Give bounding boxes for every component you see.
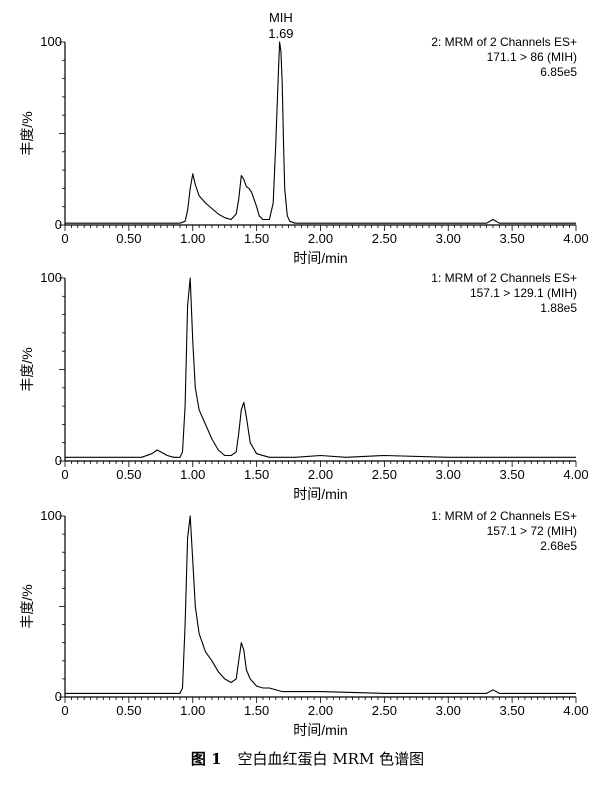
legend-line: 157.1 > 72 (MIH) bbox=[487, 524, 577, 538]
legend-line: 171.1 > 86 (MIH) bbox=[487, 50, 577, 64]
y-axis-label: 丰度/% bbox=[19, 347, 35, 391]
x-tick-label: 1.00 bbox=[180, 231, 205, 246]
x-axis-label: 时间/min bbox=[293, 250, 347, 266]
x-tick-label: 4.00 bbox=[563, 703, 588, 718]
peak-rt-label: 1.69 bbox=[268, 26, 293, 41]
x-tick-label: 2.50 bbox=[372, 703, 397, 718]
caption-label: 图 1 bbox=[190, 750, 222, 768]
x-tick-label: 0.50 bbox=[116, 231, 141, 246]
x-tick-label: 3.50 bbox=[499, 703, 524, 718]
x-tick-label: 1.50 bbox=[244, 231, 269, 246]
x-tick-label: 3.50 bbox=[499, 467, 524, 482]
x-tick-label: 4.00 bbox=[563, 231, 588, 246]
y-tick-label: 0 bbox=[55, 453, 62, 468]
x-tick-label: 0 bbox=[61, 467, 68, 482]
legend-line: 6.85e5 bbox=[540, 65, 577, 79]
x-tick-label: 0.50 bbox=[116, 467, 141, 482]
y-tick-label: 100 bbox=[40, 508, 62, 523]
y-tick-label: 0 bbox=[55, 689, 62, 704]
caption-text: 空白血红蛋白 MRM 色谱图 bbox=[237, 750, 425, 768]
x-tick-label: 1.50 bbox=[244, 467, 269, 482]
x-tick-label: 3.50 bbox=[499, 231, 524, 246]
figure-caption: 图 1 空白血红蛋白 MRM 色谱图 bbox=[0, 748, 615, 769]
series-line bbox=[65, 41, 576, 224]
x-tick-label: 0 bbox=[61, 703, 68, 718]
legend-line: 2: MRM of 2 Channels ES+ bbox=[431, 35, 577, 49]
legend-line: 1: MRM of 2 Channels ES+ bbox=[431, 271, 577, 285]
legend-line: 157.1 > 129.1 (MIH) bbox=[470, 286, 577, 300]
x-tick-label: 3.00 bbox=[436, 703, 461, 718]
series-line bbox=[65, 515, 576, 694]
x-tick-label: 1.00 bbox=[180, 703, 205, 718]
x-tick-label: 4.00 bbox=[563, 467, 588, 482]
x-tick-label: 0.50 bbox=[116, 703, 141, 718]
x-tick-label: 2.00 bbox=[308, 703, 333, 718]
x-axis-label: 时间/min bbox=[293, 486, 347, 502]
x-tick-label: 2.50 bbox=[372, 231, 397, 246]
x-tick-label: 1.50 bbox=[244, 703, 269, 718]
chart-panel-1: 0 0.50 1.00 1.50 2.00 2.50 3.00 3.50 4.00 0 100 时间/… bbox=[19, 10, 589, 266]
y-axis-label: 丰度/% bbox=[19, 584, 35, 628]
x-tick-label: 2.00 bbox=[308, 231, 333, 246]
peak-name-label: MIH bbox=[269, 10, 293, 25]
x-axis-label: 时间/min bbox=[293, 722, 347, 738]
legend-line: 1: MRM of 2 Channels ES+ bbox=[431, 509, 577, 523]
x-tick-label: 1.00 bbox=[180, 467, 205, 482]
y-tick-label: 100 bbox=[40, 270, 62, 285]
series-line bbox=[65, 277, 576, 458]
x-tick-label: 3.00 bbox=[436, 231, 461, 246]
x-tick-label: 3.00 bbox=[436, 467, 461, 482]
chromatogram-figure: 0 0.50 1.00 1.50 2.00 2.50 3.00 3.50 4.00 0 100 时间/… bbox=[19, 10, 589, 738]
legend-line: 2.68e5 bbox=[540, 539, 577, 553]
chart-panel-3: 0 0.50 1.00 1.50 2.00 2.50 3.00 3.50 4.00 0 100 时间/… bbox=[19, 508, 589, 738]
chart-panel-2: 0 0.50 1.00 1.50 2.00 2.50 3.00 3.50 4.00 0 100 时间/… bbox=[19, 270, 589, 502]
x-tick-label: 2.00 bbox=[308, 467, 333, 482]
y-tick-label: 0 bbox=[55, 217, 62, 232]
y-axis-label: 丰度/% bbox=[19, 111, 35, 155]
y-tick-label: 100 bbox=[40, 34, 62, 49]
legend-line: 1.88e5 bbox=[540, 301, 577, 315]
x-tick-label: 0 bbox=[61, 231, 68, 246]
x-tick-label: 2.50 bbox=[372, 467, 397, 482]
